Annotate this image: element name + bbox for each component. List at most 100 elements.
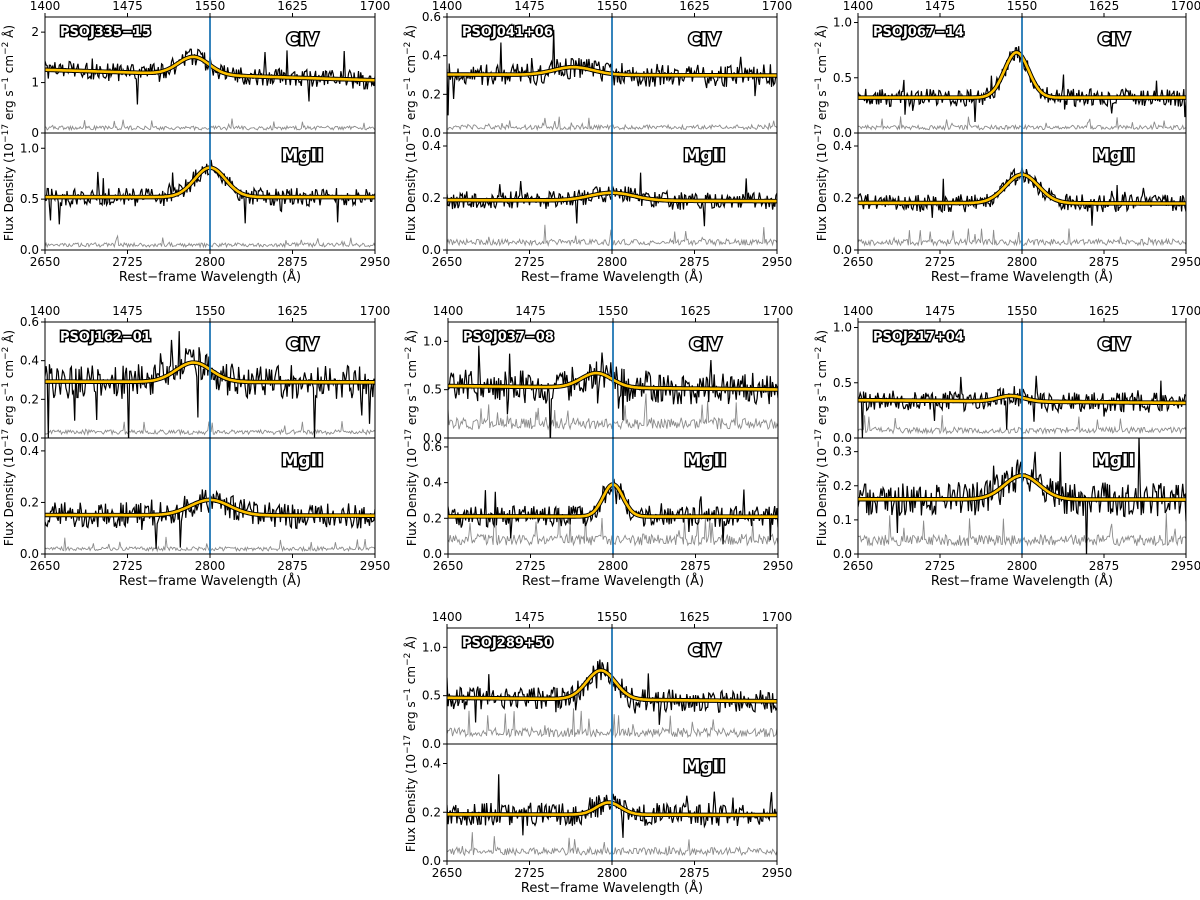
y-tick-label: 0.0: [423, 547, 442, 561]
y-tick-label: 1.0: [833, 321, 852, 335]
x-tick-label-bottom: 2650: [30, 559, 61, 573]
civ-label: CIV: [1098, 335, 1131, 355]
x-tick-label-top: 1475: [112, 0, 143, 13]
y-tick-label: 0.1: [833, 513, 852, 527]
y-tick-label: 0.2: [422, 805, 441, 819]
mgii-label: MgII: [684, 757, 726, 777]
x-tick-label-bottom: 2650: [432, 866, 463, 880]
x-tick-label-bottom: 2950: [360, 255, 391, 269]
x-tick-label-top: 1550: [1007, 0, 1038, 13]
quasar-name: PSOJ067−14: [873, 25, 964, 40]
quasar-name: PSOJ289+50: [462, 636, 553, 651]
x-tick-label-bottom: 2650: [432, 255, 463, 269]
x-tick-label-top: 1550: [598, 304, 629, 318]
y-tick-label: 0.0: [422, 737, 441, 751]
x-tick-label-bottom: 2800: [195, 255, 226, 269]
y-tick-label: 0.0: [833, 126, 852, 140]
x-tick-label-top: 1400: [433, 304, 464, 318]
y-tick-label: 0.2: [833, 191, 852, 205]
x-tick-label-bottom: 2650: [843, 559, 874, 573]
mgii-label: MgII: [684, 146, 726, 166]
y-tick-label: 0.0: [422, 243, 441, 257]
y-tick-label: 2: [31, 25, 39, 39]
y-tick-label: 1.0: [833, 16, 852, 30]
mgii-label: MgII: [1093, 146, 1135, 166]
y-tick-label: 1: [31, 76, 39, 90]
x-tick-label-bottom: 2950: [1171, 255, 1200, 269]
civ-label: CIV: [688, 30, 721, 50]
x-axis-label: Rest−frame Wavelength (Å): [931, 269, 1113, 285]
x-tick-label-bottom: 2725: [925, 559, 956, 573]
x-tick-label-top: 1475: [514, 610, 545, 624]
x-tick-label-bottom: 2725: [112, 255, 143, 269]
y-tick-label: 0.5: [20, 192, 39, 206]
quasar-name: PSOJ037−08: [463, 330, 554, 345]
y-tick-label: 0.5: [422, 689, 441, 703]
x-axis-label: Rest−frame Wavelength (Å): [119, 269, 301, 285]
quasar-name: PSOJ217+04: [873, 330, 964, 345]
x-tick-label-top: 1550: [597, 0, 628, 13]
quasar-panel: 0.0 0.5 1.0 1400 1475 1550 1625 1700 CIV 0.0 0.2 0.…: [814, 0, 1200, 285]
x-tick-label-bottom: 2875: [679, 866, 710, 880]
y-axis-label: Flux Density (10−17 erg s−1 cm−2 Å): [1, 25, 16, 241]
x-tick-label-top: 1625: [1089, 304, 1120, 318]
y-axis-label: Flux Density (10−17 erg s−1 cm−2 Å): [403, 25, 418, 241]
mgii-label: MgII: [282, 146, 324, 166]
y-tick-label: 0.0: [833, 547, 852, 561]
x-tick-label-top: 1400: [432, 0, 463, 13]
x-tick-label-bottom: 2875: [679, 255, 710, 269]
y-tick-label: 0.2: [422, 191, 441, 205]
x-tick-label-bottom: 2650: [843, 255, 874, 269]
y-tick-label: 0.4: [422, 757, 441, 771]
x-tick-label-top: 1625: [679, 0, 710, 13]
y-tick-label: 0.0: [423, 431, 442, 445]
x-axis-label: Rest−frame Wavelength (Å): [522, 573, 704, 589]
y-tick-label: 0.0: [20, 431, 39, 445]
mgii-label: MgII: [685, 451, 727, 471]
x-tick-label-bottom: 2725: [514, 866, 545, 880]
y-tick-label: 0.0: [833, 431, 852, 445]
x-tick-label-bottom: 2950: [762, 866, 793, 880]
y-axis-label: Flux Density (10−17 erg s−1 cm−2 Å): [814, 330, 829, 546]
civ-label: CIV: [286, 335, 319, 355]
x-axis-label: Rest−frame Wavelength (Å): [521, 880, 703, 896]
x-tick-label-top: 1475: [112, 304, 143, 318]
x-axis-label: Rest−frame Wavelength (Å): [521, 269, 703, 285]
x-tick-label-top: 1475: [515, 304, 546, 318]
x-tick-label-bottom: 2875: [1089, 255, 1120, 269]
y-tick-label: 0.0: [20, 243, 39, 257]
x-tick-label-bottom: 2650: [433, 559, 464, 573]
y-tick-label: 0.5: [833, 71, 852, 85]
y-tick-label: 0.4: [20, 444, 39, 458]
x-tick-label-top: 1625: [679, 610, 710, 624]
quasar-panel: 0.0 0.5 1.0 1400 1475 1550 1625 1700 CIV 0.0 0.1 0.…: [814, 304, 1200, 589]
x-tick-label-top: 1400: [843, 304, 874, 318]
x-tick-label-bottom: 2950: [360, 559, 391, 573]
x-tick-label-bottom: 2950: [1171, 559, 1200, 573]
y-tick-label: 0.0: [422, 854, 441, 868]
y-tick-label: 0.0: [20, 547, 39, 561]
civ-label: CIV: [1098, 30, 1131, 50]
x-tick-label-top: 1625: [277, 0, 308, 13]
x-tick-label-bottom: 2725: [925, 255, 956, 269]
y-tick-label: 0.5: [833, 376, 852, 390]
x-tick-label-top: 1400: [30, 304, 61, 318]
mgii-label: MgII: [282, 451, 324, 471]
y-tick-label: 0.0: [833, 243, 852, 257]
quasar-name: PSOJ162−01: [60, 330, 151, 345]
y-axis-label: Flux Density (10−17 erg s−1 cm−2 Å): [403, 636, 418, 852]
x-tick-label-top: 1550: [195, 304, 226, 318]
quasar-name: PSOJ335−15: [60, 25, 151, 40]
x-tick-label-top: 1625: [277, 304, 308, 318]
y-tick-label: 0.0: [422, 126, 441, 140]
x-tick-label-bottom: 2800: [1007, 559, 1038, 573]
x-tick-label-bottom: 2800: [598, 559, 629, 573]
y-tick-label: 0.2: [20, 495, 39, 509]
x-tick-label-top: 1550: [195, 0, 226, 13]
x-tick-label-bottom: 2875: [277, 559, 308, 573]
civ-label: CIV: [689, 335, 722, 355]
y-axis-label: Flux Density (10−17 erg s−1 cm−2 Å): [814, 25, 829, 241]
x-tick-label-top: 1400: [30, 0, 61, 13]
y-tick-label: 0: [31, 126, 39, 140]
